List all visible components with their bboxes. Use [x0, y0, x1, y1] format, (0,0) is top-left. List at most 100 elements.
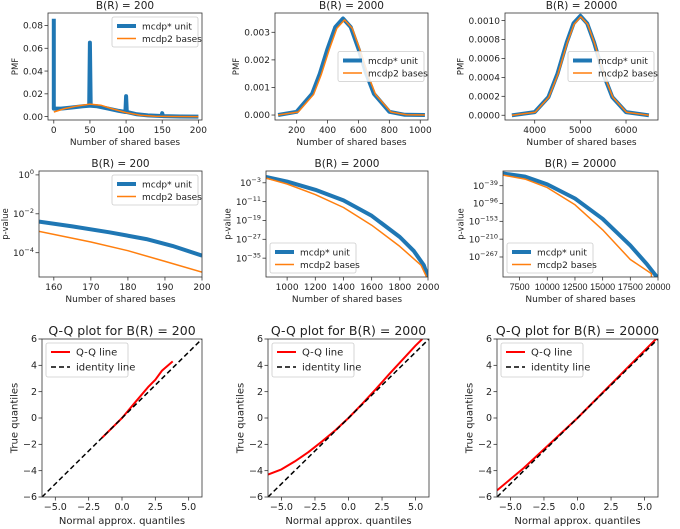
chart-title: Q-Q plot for B(R) = 200	[48, 323, 195, 338]
legend: mcdp* unit mcdp2 bases	[111, 174, 202, 206]
x-tick-label: 150	[154, 126, 171, 136]
subplot-6: 7500 10000 12500 15000 17500 20000 10−39 10−96 1…	[457, 158, 671, 305]
x-tick-label: 1000	[276, 283, 299, 293]
legend-label: mcdp* unit	[142, 181, 192, 191]
y-tick-label: 10−96	[473, 197, 498, 210]
x-tick-label: −5.0	[499, 502, 522, 513]
subplot-7: −5.0 −2.5 0.0 2.5 5.0 −6 −4 −2 0 2 4 6 Q-Q plot for …	[9, 323, 203, 527]
x-tick-label: −5.0	[270, 502, 293, 513]
chart-title: Q-Q plot for B(R) = 20000	[496, 323, 659, 338]
x-tick-label: 15000	[590, 282, 615, 292]
legend-label: mcdp* unit	[368, 57, 418, 67]
y-tick-label: 0.0004	[469, 74, 501, 84]
legend-label: mcdp2 bases	[142, 35, 202, 45]
y-tick-label: −6	[23, 492, 37, 503]
x-axis-label: Normal approx. quantiles	[59, 516, 185, 527]
axes-frame	[47, 12, 203, 121]
x-axis-label: Number of shared bases	[292, 295, 403, 305]
x-axis-label: Normal approx. quantiles	[514, 516, 640, 527]
y-tick-label: 2	[257, 387, 263, 398]
subplot-5: 1000 1200 1400 1600 1800 2000 10−3 10−11 10−19 10…	[224, 158, 440, 305]
y-axis-label: PMF	[11, 58, 21, 75]
chart-title: B(R) = 200	[91, 158, 149, 170]
axes-frame	[265, 170, 429, 278]
legend-label: identity line	[531, 363, 590, 374]
legend-label: mcdp2 bases	[142, 193, 202, 203]
x-tick-label: 180	[119, 283, 136, 293]
y-tick-label: 0.00	[23, 113, 43, 123]
y-tick-label: 4	[257, 361, 263, 372]
x-tick-label: 1200	[304, 283, 327, 293]
y-tick-label: 0.0010	[469, 17, 501, 27]
x-tick-label: 7500	[510, 282, 530, 292]
x-tick-label: 5.0	[408, 502, 423, 513]
legend-label: mcdp* unit	[142, 23, 192, 33]
legend-label: mcdp2 bases	[300, 261, 360, 271]
y-tick-label: 2	[31, 387, 37, 398]
legend: mcdp* unit mcdp2 bases	[111, 16, 202, 48]
legend: mcdp* unit mcdp2 bases	[567, 51, 658, 82]
series-unit	[503, 171, 658, 277]
x-tick-label: 6000	[615, 126, 638, 136]
legend: Q-Q line identity line	[45, 342, 135, 378]
x-tick-label: 600	[350, 126, 367, 136]
x-tick-label: 5000	[569, 126, 592, 136]
y-tick-label: 0.001	[244, 84, 270, 94]
y-axis-label: True quantiles	[235, 383, 246, 454]
y-tick-label: −2	[23, 440, 37, 451]
axes-frame	[502, 170, 659, 278]
series-bases	[277, 19, 425, 116]
legend-label: Q-Q line	[531, 348, 572, 359]
x-tick-label: 50	[84, 126, 96, 136]
y-tick-label: 10−35	[236, 251, 261, 264]
y-tick-label: 4	[31, 361, 37, 372]
series-bases	[53, 103, 199, 118]
series-identity	[497, 339, 658, 497]
x-tick-label: 2000	[417, 283, 440, 293]
y-axis-label: True quantiles	[464, 383, 475, 454]
y-tick-label: 0.0008	[469, 36, 501, 46]
subplot-4: 160 170 180 190 200 100 10−2 10−4 B(R) = 200 Numb…	[1, 158, 211, 305]
x-tick-label: −5.0	[44, 502, 67, 513]
x-tick-label: 2.5	[603, 502, 618, 513]
x-tick-label: 200	[193, 283, 210, 293]
x-tick-label: 0.0	[341, 502, 356, 513]
y-tick-label: 0.02	[23, 90, 43, 100]
legend-label: mcdp2 bases	[598, 70, 658, 80]
x-axis-label: Number of shared bases	[70, 138, 181, 148]
y-axis-label: True quantiles	[9, 383, 20, 454]
y-tick-label: −2	[249, 440, 263, 451]
x-tick-label: 1800	[388, 283, 411, 293]
y-tick-label: 6	[486, 334, 492, 345]
x-tick-label: 10000	[535, 282, 560, 292]
x-tick-label: 200	[190, 126, 207, 136]
y-tick-label: 0.04	[23, 67, 43, 77]
y-tick-label: −4	[478, 466, 492, 477]
legend-label: mcdp2 bases	[368, 70, 428, 80]
y-tick-label: −2	[478, 440, 492, 451]
x-axis-label: Normal approx. quantiles	[285, 516, 411, 527]
y-tick-label: 0	[31, 413, 37, 424]
x-tick-label: 1400	[332, 283, 355, 293]
subplot-3: 4000 5000 6000 0.0000 0.0002 0.0004 0.0006 0.00…	[456, 0, 659, 148]
subplot-9: −5.0 −2.5 0.0 2.5 5.0 −6 −4 −2 0 2 4 6 Q-Q plot for …	[464, 323, 659, 527]
chart-title: B(R) = 20000	[546, 0, 618, 12]
x-tick-label: −2.5	[77, 502, 100, 513]
y-tick-label: 10−39	[473, 179, 498, 192]
x-tick-label: 12500	[562, 282, 587, 292]
series-unit	[39, 219, 202, 258]
y-tick-label: 0.0000	[469, 111, 501, 121]
y-tick-label: −4	[23, 466, 37, 477]
x-tick-label: −2.5	[532, 502, 555, 513]
y-tick-label: 4	[486, 361, 492, 372]
chart-title: B(R) = 200	[96, 0, 154, 12]
y-tick-label: 10−27	[236, 233, 261, 246]
y-tick-label: 0.000	[244, 111, 270, 121]
y-tick-label: 10−4	[13, 246, 34, 259]
y-tick-label: 10−267	[469, 250, 498, 263]
y-axis-label: p-value	[1, 208, 11, 239]
chart-title: Q-Q plot for B(R) = 2000	[271, 323, 426, 338]
series-bases	[266, 177, 428, 277]
legend-label: Q-Q line	[302, 348, 343, 359]
y-tick-label: −6	[478, 492, 492, 503]
